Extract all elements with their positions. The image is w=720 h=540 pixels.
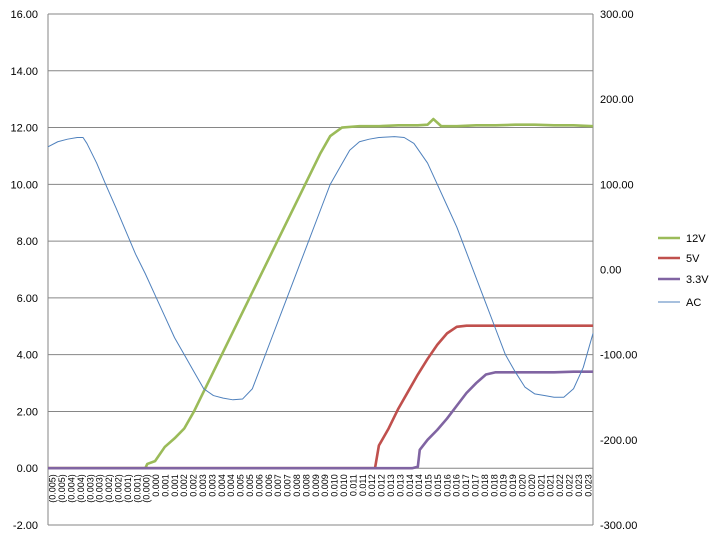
x-tick-label: 0.013: [386, 474, 396, 497]
x-tick-label: (0.002): [113, 474, 123, 503]
x-tick-label: 0.002: [179, 474, 189, 497]
x-tick-label: 0.019: [499, 474, 509, 497]
x-tick-label: 0.021: [536, 474, 546, 497]
x-tick-label: 0.018: [489, 474, 499, 497]
left-tick-label: 8.00: [17, 236, 38, 248]
x-tick-label: 0.007: [273, 474, 283, 497]
series-line-ac: [47, 136, 594, 401]
x-tick-label: 0.022: [565, 474, 575, 497]
x-tick-label: 0.011: [348, 474, 358, 496]
x-tick-label: 0.001: [170, 474, 180, 497]
right-tick-label: 100.00: [600, 179, 634, 191]
x-tick-label: 0.015: [433, 474, 443, 497]
x-tick-label: 0.012: [367, 474, 377, 497]
right-tick-label: 200.00: [600, 94, 634, 106]
x-tick-label: 0.023: [574, 474, 584, 497]
x-tick-label: 0.001: [160, 474, 170, 497]
x-tick-label: (0.005): [48, 474, 58, 503]
left-tick-label: 12.00: [10, 123, 38, 135]
x-tick-label: 0.008: [292, 474, 302, 497]
series-line-5v: [48, 324, 593, 470]
right-tick-label: 300.00: [600, 9, 634, 21]
x-tick-label: 0.004: [217, 474, 227, 497]
legend-label: 12V: [686, 233, 706, 245]
right-tick-label: -200.00: [600, 435, 637, 447]
legend-label: 3.3V: [686, 274, 709, 286]
x-tick-label: 0.014: [405, 474, 415, 497]
x-tick-label: 0.003: [207, 474, 217, 497]
right-axis-ticks: -300.00 -200.00 -100.00 0.00 100.00 200.00 300…: [600, 9, 637, 532]
x-tick-label: 0.008: [301, 474, 311, 497]
x-tick-label: 0.015: [424, 474, 434, 497]
x-tick-label: 0.014: [414, 474, 424, 497]
right-tick-label: -300.00: [600, 520, 637, 532]
x-tick-label: 0.006: [254, 474, 264, 497]
x-tick-label: 0.022: [555, 474, 565, 497]
series-line-12v: [48, 117, 594, 470]
left-tick-label: 0.00: [17, 463, 38, 475]
x-tick-label: 0.010: [330, 474, 340, 497]
x-tick-label: 0.005: [245, 474, 255, 497]
x-tick-label: 0.019: [508, 474, 518, 497]
left-tick-label: 10.00: [10, 179, 38, 191]
x-tick-label: (0.001): [123, 474, 133, 503]
x-tick-label: 0.017: [471, 474, 481, 497]
x-tick-label: (0.005): [57, 474, 67, 503]
x-tick-label: 0.010: [339, 474, 349, 497]
x-axis-ticks: (0.005) (0.005) (0.004) (0.004) (0.003) (0.00…: [48, 474, 594, 503]
x-tick-label: 0.007: [283, 474, 293, 497]
x-tick-label: (0.001): [132, 474, 142, 503]
left-tick-label: 16.00: [10, 9, 38, 21]
right-tick-label: 0.00: [600, 265, 621, 277]
x-tick-label: 0.020: [527, 474, 537, 497]
x-tick-label: (0.003): [95, 474, 105, 503]
legend: 12V 5V 3.3V AC: [658, 233, 709, 309]
legend-label: 5V: [686, 253, 700, 265]
left-tick-label: 2.00: [17, 406, 38, 418]
x-tick-label: (0.000): [142, 474, 152, 503]
left-tick-label: 4.00: [17, 350, 38, 362]
x-tick-label: 0.004: [226, 474, 236, 497]
x-tick-label: 0.016: [442, 474, 452, 497]
x-tick-label: 0.020: [518, 474, 528, 497]
x-tick-label: 0.013: [395, 474, 405, 497]
right-tick-label: -100.00: [600, 350, 637, 362]
left-tick-label: -2.00: [13, 520, 38, 532]
left-axis-ticks: -2.00 0.00 2.00 4.00 6.00 8.00 10.00 12.00 14.00…: [10, 9, 38, 532]
x-tick-label: 0.003: [198, 474, 208, 497]
x-tick-label: 0.006: [264, 474, 274, 497]
x-tick-label: (0.004): [66, 474, 76, 503]
x-tick-label: 0.018: [480, 474, 490, 497]
x-tick-label: 0.023: [583, 474, 593, 497]
x-tick-label: 0.012: [377, 474, 387, 497]
left-tick-label: 6.00: [17, 293, 38, 305]
x-tick-label: 0.009: [311, 474, 321, 497]
x-tick-label: (0.003): [85, 474, 95, 503]
series-line-3-3v: [48, 370, 593, 470]
x-tick-label: 0.009: [320, 474, 330, 497]
x-tick-label: 0.000: [151, 474, 161, 497]
x-tick-label: 0.016: [452, 474, 462, 497]
x-tick-label: 0.002: [189, 474, 199, 497]
x-tick-label: 0.021: [546, 474, 556, 497]
x-tick-label: 0.011: [358, 474, 368, 496]
x-tick-label: 0.005: [236, 474, 246, 497]
x-tick-label: (0.004): [76, 474, 86, 503]
left-tick-label: 14.00: [10, 66, 38, 78]
x-tick-label: (0.002): [104, 474, 114, 503]
legend-label: AC: [686, 297, 701, 309]
series-lines: [47, 117, 594, 470]
x-tick-label: 0.017: [461, 474, 471, 497]
